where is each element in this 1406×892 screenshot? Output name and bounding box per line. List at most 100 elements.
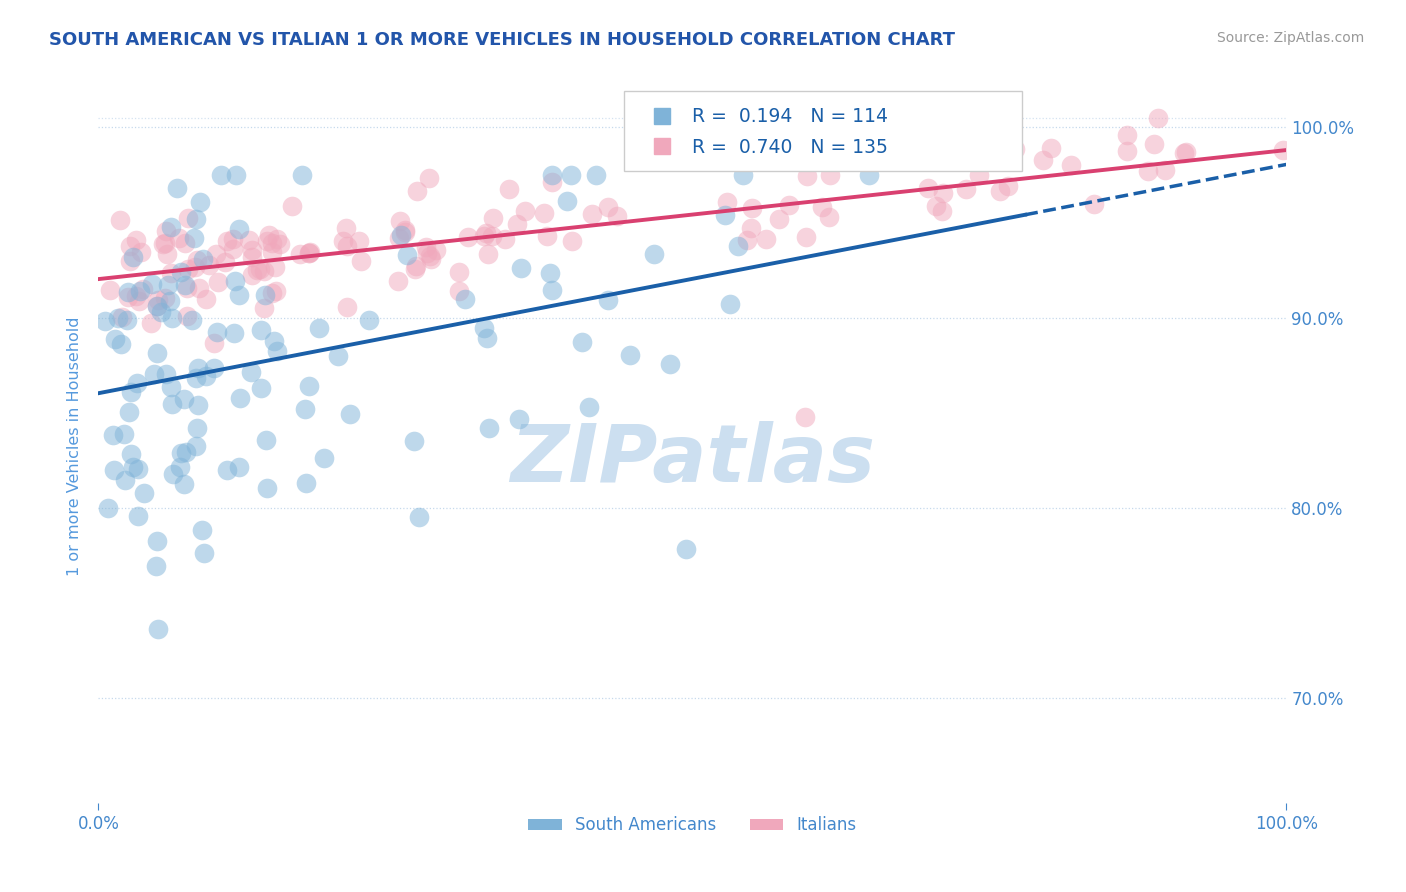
Point [955,182,977,196]
Point [508,411,530,425]
Point [156,247,179,261]
Point [482,211,505,226]
Point [405,184,427,198]
Point [1060,158,1083,172]
Point [118,238,141,252]
Point [396,248,419,262]
Point [183,260,205,274]
Point [225,168,247,182]
Point [160,310,183,325]
Point [794,229,817,244]
Point [159,266,181,280]
Point [117,290,139,304]
Point [818,168,841,182]
Point [389,228,412,243]
Point [159,294,181,309]
Point [931,204,953,219]
Point [643,247,665,261]
Point [931,186,953,200]
Point [146,346,169,360]
Point [176,261,198,276]
Point [477,246,499,260]
Point [515,203,537,218]
Point [254,433,277,447]
Point [475,227,498,241]
Point [239,366,262,380]
Point [120,447,142,461]
Point [778,198,800,212]
Point [155,223,177,237]
Point [152,237,174,252]
Point [202,360,225,375]
Point [1147,111,1170,125]
Point [350,253,373,268]
Point [162,397,184,411]
Point [173,277,195,292]
Point [475,331,498,345]
Point [498,182,520,196]
Point [205,326,228,340]
Point [755,232,778,246]
Point [449,284,471,298]
Point [1143,137,1166,152]
Point [714,208,737,222]
Point [540,176,562,190]
Point [917,181,939,195]
Point [187,398,209,412]
Point [298,244,321,259]
Point [228,460,250,475]
Point [160,380,183,394]
Point [117,313,139,327]
Point [256,482,278,496]
Point [453,292,475,306]
Point [388,230,411,244]
Point [298,246,321,260]
Point [387,274,409,288]
Point [170,265,193,279]
Point [1173,145,1195,160]
Point [408,510,430,524]
Point [184,439,207,453]
Point [222,243,245,257]
Point [659,357,682,371]
Point [120,384,142,399]
Point [336,239,359,253]
Point [478,421,501,435]
Point [155,368,177,382]
Point [294,402,316,417]
Point [97,501,120,516]
Point [145,559,167,574]
Point [141,277,163,291]
Point [1032,153,1054,167]
Point [183,231,205,245]
Point [1153,162,1175,177]
Point [449,265,471,279]
Point [187,281,209,295]
Point [675,542,697,557]
Point [585,168,607,182]
Point [221,232,243,246]
Point [184,370,207,384]
Point [298,246,321,260]
Point [169,231,191,245]
Point [132,486,155,500]
Point [173,477,195,491]
Point [118,253,141,268]
Point [269,236,291,251]
Point [193,546,215,560]
Point [169,460,191,475]
Text: R =  0.740   N = 135: R = 0.740 N = 135 [692,137,889,157]
Point [103,463,125,477]
Point [121,250,143,264]
Legend: South Americans, Italians: South Americans, Italians [522,810,863,841]
Point [160,220,183,235]
Point [404,261,426,276]
Point [224,326,246,341]
Point [741,202,763,216]
Point [253,301,276,316]
Point [1004,142,1026,156]
Point [415,240,437,254]
Point [125,289,148,303]
Point [581,207,603,221]
Point [117,285,139,299]
